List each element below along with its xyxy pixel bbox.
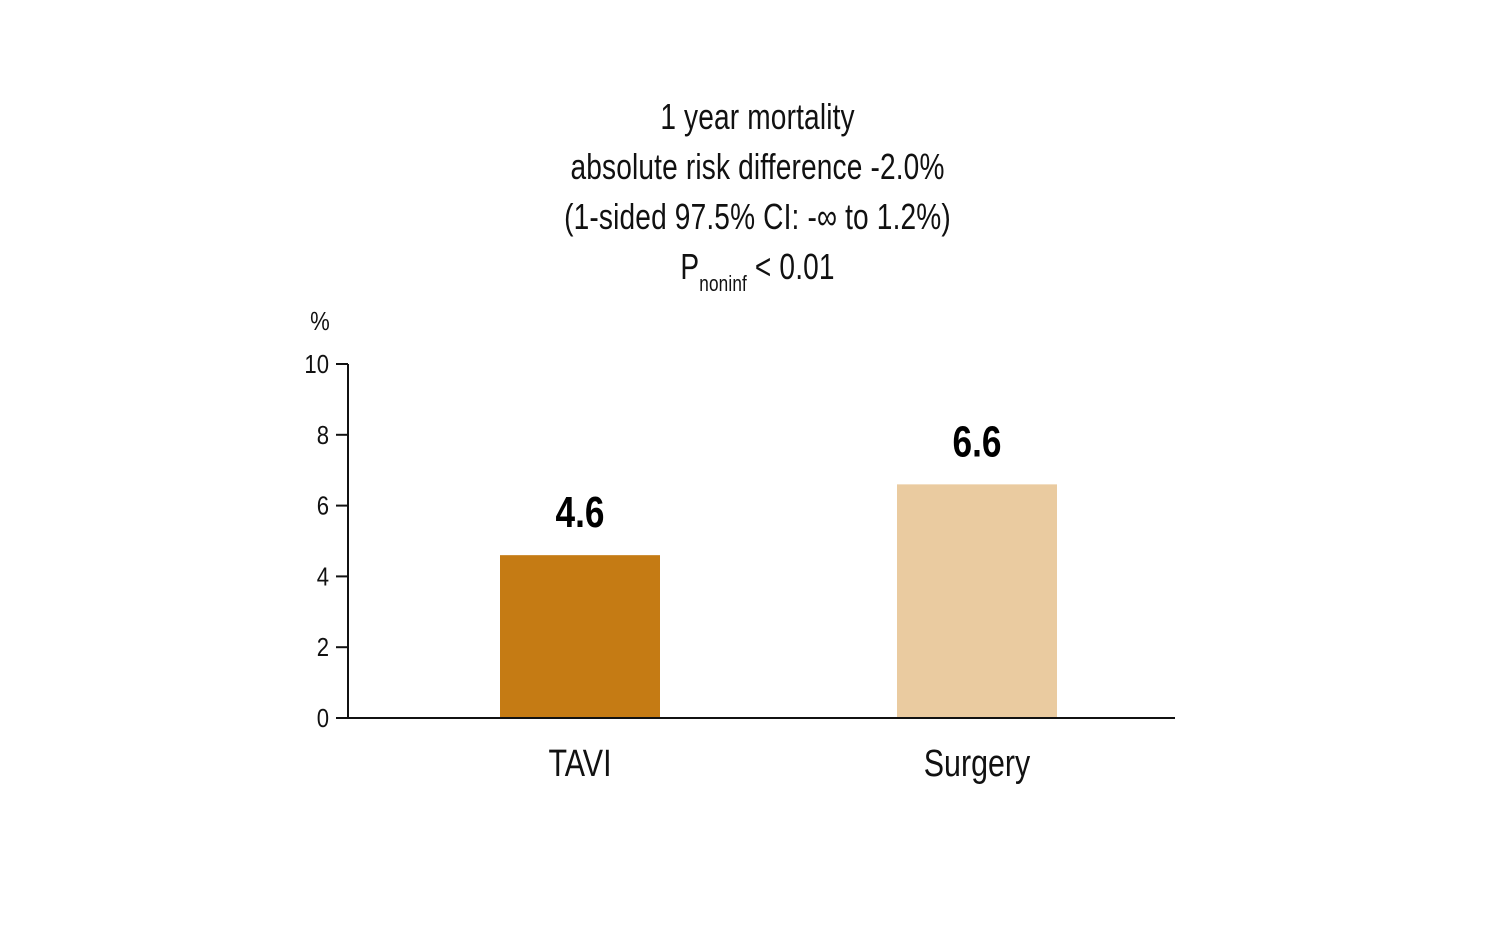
p-value-prefix: P [680,246,700,287]
y-tick-label: 6 [317,492,329,521]
bar-surgery [897,484,1057,718]
data-label: 6.6 [953,418,1002,467]
x-tick-label: TAVI [548,743,611,785]
chart-title: 1 year mortality absolute risk differenc… [168,92,1347,309]
y-axis-ticks: 0 2 4 6 8 10 [304,350,348,733]
data-label: 4.6 [556,489,605,538]
x-tick-label: Surgery [924,743,1031,785]
y-tick-label: 4 [317,563,329,592]
y-tick-label: 8 [317,421,329,450]
p-value-subscript: noninf [699,271,747,296]
y-tick-label: 10 [304,350,329,379]
title-line-2: absolute risk difference -2.0% [570,146,945,187]
y-axis-unit-label: % [310,307,330,336]
p-value-suffix: < 0.01 [746,246,835,287]
title-line-1: 1 year mortality [660,96,855,137]
p-value-line: Pnoninf < 0.01 [168,242,1347,309]
labels: 4.6 TAVI 6.6 Surgery [548,418,1030,785]
y-tick-label: 2 [317,634,329,663]
bars [500,484,1057,718]
title-line-3: (1-sided 97.5% CI: -∞ to 1.2%) [564,196,951,237]
y-tick-label: 0 [317,704,329,733]
bar-tavi [500,555,660,718]
